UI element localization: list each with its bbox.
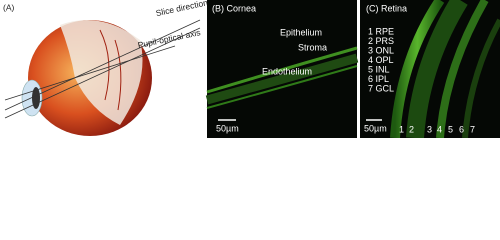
layer-label: 1 RPE (368, 26, 394, 36)
rpe-band (390, 0, 445, 139)
layer-label: Endothelium (262, 66, 312, 76)
layer-label: 3 ONL (368, 45, 394, 55)
scale-label: 50µm (216, 123, 239, 133)
gcl-band (462, 18, 500, 139)
sclera (60, 20, 143, 125)
layer-number: 6 (459, 124, 464, 134)
layer-label: 2 PRS (368, 36, 394, 46)
endothelium-band (206, 65, 358, 109)
layer-label: Stroma (298, 42, 327, 52)
stroma-band (205, 53, 359, 105)
layer-label: 5 INL (368, 64, 390, 74)
slice-line (4, 27, 201, 119)
layer-number: 4 (437, 124, 442, 134)
layer-label: Epithelium (280, 27, 322, 37)
pupil (32, 87, 40, 109)
layer-number: 1 (399, 124, 404, 134)
layer-label: 6 IPL (368, 74, 389, 84)
inner-band (436, 0, 489, 139)
slice-line (4, 19, 201, 111)
panel-label: (B) Cornea (212, 3, 256, 13)
nuclear-band (406, 0, 468, 139)
panel-label: (A) (3, 2, 15, 12)
axis-line (4, 45, 176, 101)
scale-label: 50µm (364, 123, 387, 133)
panel-b: (B) Cornea Epithelium Stroma Endothelium… (205, 0, 359, 138)
layer-number: 7 (470, 124, 475, 134)
panel-a: (A) Slice direction Pupil-optical axis (0, 0, 209, 138)
panel-label: (C) Retina (366, 3, 407, 13)
layer-number: 2 (409, 124, 414, 134)
layer-label: 4 OPL (368, 55, 394, 65)
layer-label: 7 GCL (368, 83, 394, 93)
figure: (A) Slice direction Pupil-optical axis (… (0, 0, 500, 139)
layer-number: 3 (427, 124, 432, 134)
epithelium-band (206, 46, 358, 94)
layer-number: 5 (448, 124, 453, 134)
